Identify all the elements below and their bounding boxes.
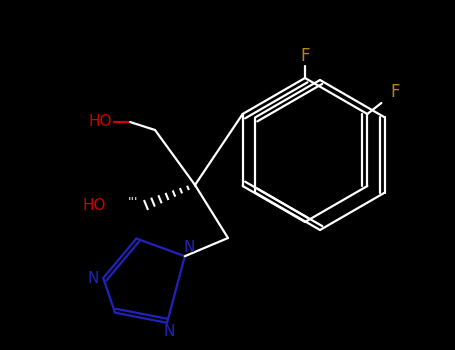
Text: F: F bbox=[300, 47, 310, 65]
Text: N: N bbox=[183, 240, 195, 255]
Text: F: F bbox=[390, 83, 400, 101]
Text: HO: HO bbox=[82, 197, 106, 212]
Text: HO: HO bbox=[89, 114, 112, 130]
Text: ''': ''' bbox=[128, 196, 138, 210]
Text: N: N bbox=[87, 271, 99, 286]
Text: N: N bbox=[163, 324, 175, 339]
